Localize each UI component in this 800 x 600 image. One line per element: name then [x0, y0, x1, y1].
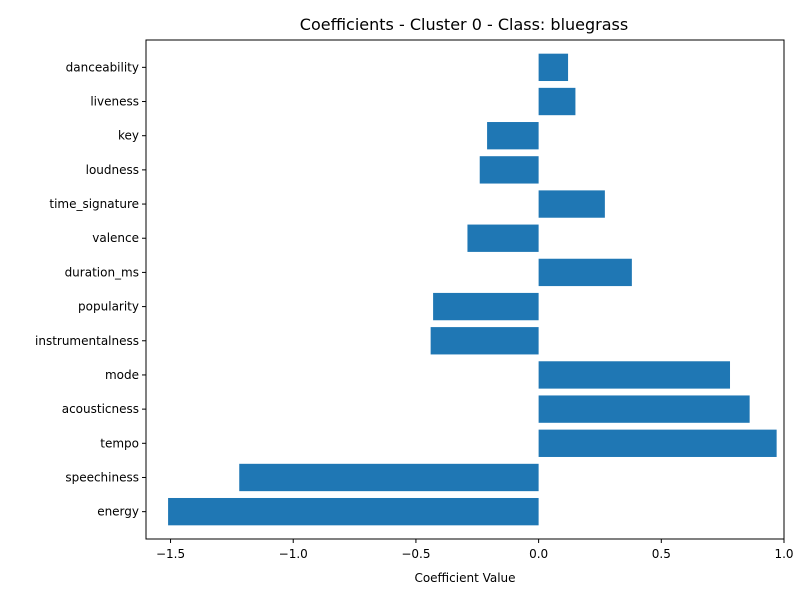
y-tick-label-key: key — [118, 129, 139, 143]
y-axis-ticks: energy speechiness tempo acousticness mode in… — [35, 60, 146, 519]
bar-acousticness — [538, 395, 750, 423]
y-tick-label-speechiness: speechiness — [65, 470, 139, 484]
bars-group — [168, 53, 777, 526]
x-tick-label: −0.5 — [401, 547, 430, 561]
bar-loudness — [479, 156, 539, 184]
plot-frame — [145, 39, 785, 540]
x-tick-label: 1.0 — [774, 547, 793, 561]
y-tick-label-instrumentalness: instrumentalness — [35, 334, 139, 348]
bar-liveness — [538, 87, 576, 116]
bar-popularity — [433, 292, 539, 321]
x-axis-ticks: −1.5 −1.0 −0.5 0.0 0.5 1.0 — [156, 539, 794, 561]
y-tick-label-valence: valence — [92, 231, 139, 245]
y-tick-label-tempo: tempo — [100, 436, 139, 450]
bar-tempo — [538, 429, 777, 457]
bar-speechiness — [239, 463, 539, 492]
y-tick-label-energy: energy — [97, 505, 139, 519]
bar-valence — [467, 224, 539, 252]
bar-mode — [538, 361, 731, 389]
bar-danceability — [538, 53, 569, 82]
y-tick-label-mode: mode — [105, 368, 139, 382]
x-axis-label: Coefficient Value — [414, 571, 515, 585]
y-tick-label-loudness: loudness — [86, 163, 139, 177]
bar-time-signature — [538, 190, 605, 218]
x-tick-label: 0.5 — [652, 547, 671, 561]
y-tick-label-duration-ms: duration_ms — [65, 265, 139, 279]
y-tick-label-popularity: popularity — [78, 300, 139, 314]
y-tick-label-liveness: liveness — [90, 95, 139, 109]
bar-energy — [168, 497, 539, 526]
x-tick-label: 0.0 — [529, 547, 548, 561]
x-tick-label: −1.0 — [279, 547, 308, 561]
y-tick-label-time-signature: time_signature — [49, 197, 139, 211]
y-tick-label-acousticness: acousticness — [62, 402, 139, 416]
bar-instrumentalness — [430, 327, 539, 355]
bar-key — [487, 122, 539, 150]
y-tick-label-danceability: danceability — [66, 60, 139, 74]
chart-title: Coefficients - Cluster 0 - Class: bluegr… — [300, 15, 628, 34]
bar-duration-ms — [538, 258, 632, 287]
x-tick-label: −1.5 — [156, 547, 185, 561]
